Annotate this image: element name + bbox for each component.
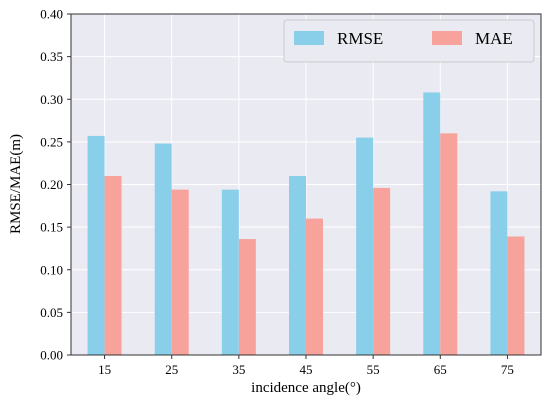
y-tick-label: 0.10 xyxy=(40,262,63,277)
y-tick-label: 0.00 xyxy=(40,348,63,363)
y-tick-label: 0.40 xyxy=(40,7,63,22)
legend: RMSE MAE xyxy=(283,19,535,63)
x-tick-label: 35 xyxy=(232,362,245,377)
x-tick-label: 45 xyxy=(300,362,313,377)
y-tick-label: 0.20 xyxy=(40,177,63,192)
y-tick-label: 0.25 xyxy=(40,134,63,149)
bar-mae-15 xyxy=(104,175,122,355)
y-tick-label: 0.35 xyxy=(40,49,63,64)
bar-rmse-35 xyxy=(221,189,239,355)
x-tick-label: 25 xyxy=(165,362,178,377)
legend-label-rmse: RMSE xyxy=(337,29,383,48)
bar-mae-75 xyxy=(507,236,525,355)
y-axis-label: RMSE/MAE(m) xyxy=(8,134,24,234)
legend-swatch-mae xyxy=(432,31,462,45)
bar-rmse-65 xyxy=(423,92,441,356)
y-axis-ticks: 0.00 0.05 0.10 0.15 0.20 0.25 0.30 0.35 0.40 xyxy=(40,7,71,363)
bar-rmse-15 xyxy=(87,135,105,355)
y-tick-label: 0.05 xyxy=(40,305,63,320)
bar-mae-25 xyxy=(171,189,189,355)
x-tick-label: 75 xyxy=(501,362,514,377)
legend-box xyxy=(283,19,535,63)
bar-mae-35 xyxy=(238,239,256,355)
x-axis-label: incidence angle(°) xyxy=(251,380,361,396)
legend-swatch-rmse xyxy=(294,31,324,45)
bar-rmse-75 xyxy=(490,191,508,355)
x-tick-label: 55 xyxy=(367,362,380,377)
y-tick-label: 0.30 xyxy=(40,92,63,107)
y-tick-label: 0.15 xyxy=(40,220,63,235)
bar-mae-55 xyxy=(373,187,391,355)
x-axis-ticks: 15 25 35 45 55 65 75 xyxy=(98,355,514,377)
bar-rmse-25 xyxy=(154,143,172,355)
bar-rmse-55 xyxy=(356,137,374,355)
x-tick-label: 65 xyxy=(434,362,447,377)
bar-rmse-45 xyxy=(289,175,306,355)
x-tick-label: 15 xyxy=(98,362,111,377)
bar-mae-65 xyxy=(440,133,458,355)
bars xyxy=(87,92,525,356)
bar-mae-45 xyxy=(306,218,323,355)
legend-label-mae: MAE xyxy=(475,29,513,48)
